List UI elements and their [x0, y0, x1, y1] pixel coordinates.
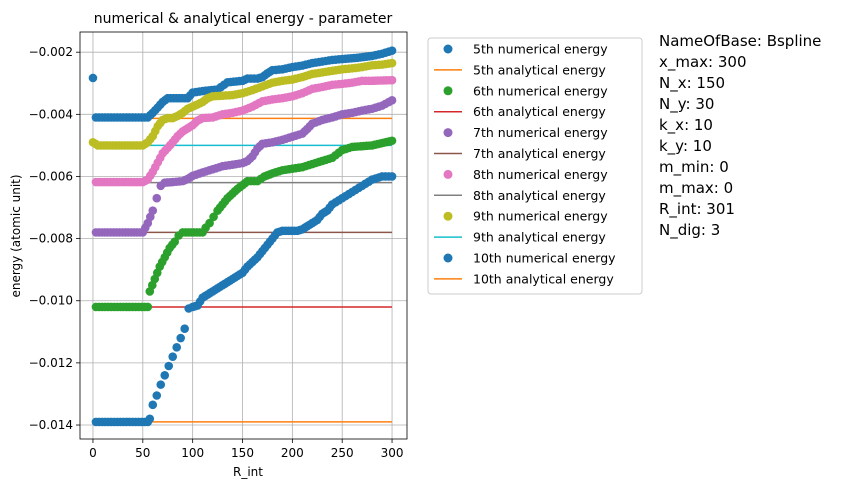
- param-r-int: R_int: 301: [659, 200, 735, 218]
- numerical-point: [145, 414, 155, 424]
- numerical-point: [209, 212, 218, 222]
- param-m-min: m_min: 0: [659, 158, 729, 176]
- legend-label: 7th numerical energy: [473, 125, 608, 140]
- y-tick-label: −0.014: [29, 418, 73, 432]
- legend-marker: [443, 44, 453, 54]
- x-tick-label: 50: [135, 446, 150, 460]
- numerical-point: [387, 75, 397, 85]
- legend-label: 10th analytical energy: [473, 271, 614, 286]
- legend-label: 6th analytical energy: [473, 104, 606, 119]
- y-tick-label: −0.010: [29, 294, 73, 308]
- y-tick-label: −0.002: [29, 45, 73, 59]
- numerical-point: [148, 400, 158, 410]
- numerical-point: [387, 46, 397, 55]
- legend-label: 8th analytical energy: [473, 188, 606, 203]
- numerical-point: [172, 343, 182, 352]
- x-tick-label: 150: [231, 446, 254, 460]
- numerical-point: [387, 136, 397, 146]
- legend-marker: [443, 253, 453, 263]
- param-k-x: k_x: 10: [659, 116, 713, 134]
- x-axis-label: R_int: [233, 465, 263, 479]
- numerical-point: [143, 302, 153, 312]
- x-tick-label: 200: [281, 446, 304, 460]
- legend-marker: [443, 169, 453, 179]
- numerical-point: [88, 73, 98, 83]
- numerical-point: [170, 237, 180, 247]
- param-base: NameOfBase: Bspline: [659, 32, 822, 50]
- x-tick-label: 250: [331, 446, 354, 460]
- legend-marker: [443, 211, 453, 221]
- numerical-point: [168, 352, 178, 361]
- legend-marker: [443, 128, 453, 138]
- param-n-x: N_x: 150: [659, 74, 726, 92]
- param-x-max: x_max: 300: [659, 53, 747, 71]
- numerical-point: [152, 391, 162, 400]
- legend-box: [427, 37, 643, 295]
- legend: 5th numerical energy 5th analytical energ…: [427, 37, 643, 295]
- legend-label: 9th analytical energy: [473, 230, 606, 245]
- legend-label: 10th numerical energy: [473, 251, 616, 266]
- x-tick-label: 0: [89, 446, 97, 460]
- numerical-point: [387, 96, 397, 105]
- y-tick-label: −0.008: [29, 232, 73, 246]
- numerical-point: [176, 333, 185, 343]
- numerical-point: [148, 206, 158, 215]
- param-n-y: N_y: 30: [659, 95, 715, 113]
- legend-label: 5th analytical energy: [473, 62, 606, 77]
- y-tick-label: −0.006: [29, 169, 73, 183]
- parameter-list: NameOfBase: Bspline x_max: 300 N_x: 150 …: [659, 31, 821, 241]
- param-m-max: m_max: 0: [659, 179, 734, 197]
- legend-label: 8th numerical energy: [473, 167, 608, 182]
- legend-label: 5th numerical energy: [473, 42, 608, 57]
- numerical-point: [152, 193, 162, 203]
- numerical-point: [387, 58, 397, 68]
- numerical-point: [180, 324, 189, 334]
- legend-label: 9th numerical energy: [473, 209, 608, 224]
- plot-marks: [88, 46, 397, 427]
- chart-title: numerical & analytical energy - paramete…: [94, 11, 393, 27]
- numerical-point: [164, 361, 174, 371]
- plot-frame: [79, 31, 408, 440]
- numerical-point: [205, 218, 214, 228]
- numerical-point: [156, 380, 166, 389]
- legend-marker: [443, 86, 453, 96]
- param-n-dig: N_dig: 3: [659, 221, 721, 239]
- legend-label: 7th analytical energy: [473, 146, 606, 161]
- y-axis-label: energy (atomic unit): [9, 174, 23, 297]
- axis-ticks: 0 50 100 150 200 250 300 −0.014 −0.012 −0.010 −0.0…: [29, 45, 404, 460]
- numerical-point: [387, 172, 397, 181]
- numerical-point: [160, 371, 170, 380]
- x-tick-label: 100: [181, 446, 204, 460]
- x-tick-label: 300: [381, 446, 404, 460]
- y-tick-label: −0.004: [29, 107, 73, 121]
- param-k-y: k_y: 10: [659, 137, 712, 155]
- legend-label: 6th numerical energy: [473, 83, 608, 98]
- y-tick-label: −0.012: [29, 356, 73, 370]
